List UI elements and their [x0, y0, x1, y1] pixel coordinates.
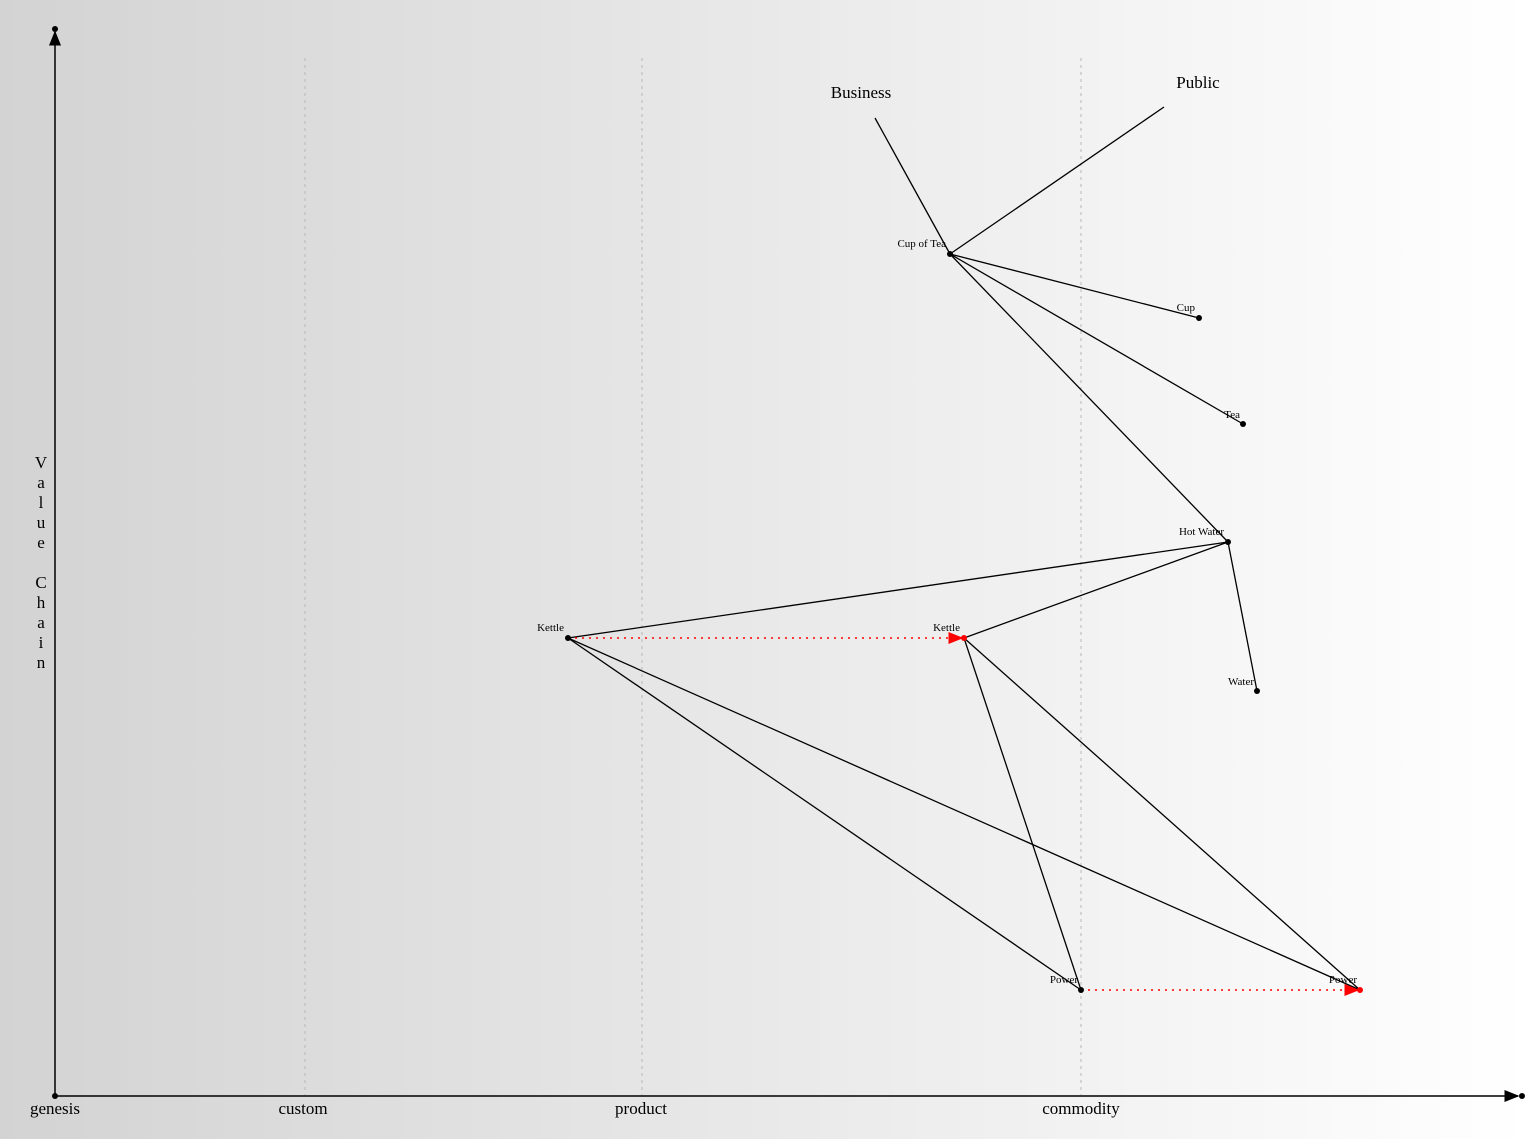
component-node-cup[interactable]	[1196, 315, 1202, 321]
value-chain-letter: e	[37, 533, 45, 552]
component-node-power-evolved[interactable]	[1357, 987, 1363, 993]
component-node-hot-water[interactable]	[1225, 539, 1231, 545]
link-kettle-evolved-power-evolved	[963, 637, 1361, 991]
link-hot-water-kettle-evolved	[963, 541, 1229, 639]
value-chain-letter: l	[39, 493, 44, 512]
link-cup-of-tea-hot-water	[949, 253, 1229, 543]
value-chain-letter: V	[35, 453, 48, 472]
component-label-power: Power	[1050, 974, 1078, 986]
stage-label-product: product	[615, 1099, 667, 1118]
value-chain-letter: n	[37, 653, 46, 672]
value-chain-letter: i	[39, 633, 44, 652]
link-public-cup-of-tea	[949, 106, 1165, 255]
axis-origin-dot	[52, 1093, 58, 1099]
component-label-hot-water: Hot Water	[1179, 526, 1224, 538]
value-chain-letter: a	[37, 473, 45, 492]
stage-label-commodity: commodity	[1042, 1099, 1120, 1118]
y-axis-end-dot	[52, 26, 58, 32]
value-chain-letter: u	[37, 513, 46, 532]
link-kettle-evolved-power	[963, 637, 1082, 991]
link-hot-water-kettle	[567, 541, 1229, 639]
link-cup-of-tea-tea	[949, 253, 1244, 425]
component-node-cup-of-tea[interactable]	[947, 251, 953, 257]
component-label-water: Water	[1228, 676, 1254, 688]
stage-dividers	[304, 58, 1082, 1095]
link-cup-of-tea-cup	[949, 253, 1200, 319]
dependency-links	[567, 106, 1361, 991]
link-kettle-power-evolved	[567, 637, 1361, 991]
component-node-tea[interactable]	[1240, 421, 1246, 427]
component-node-kettle[interactable]	[565, 635, 571, 641]
value-chain-letter: C	[35, 573, 46, 592]
link-hot-water-water	[1227, 541, 1258, 692]
anchor-business[interactable]: Business	[831, 83, 891, 102]
anchors: Business Public	[831, 73, 1220, 102]
component-label-tea: Tea	[1224, 409, 1240, 421]
component-label-kettle-evolved: Kettle	[933, 622, 960, 634]
stage-label-genesis: genesis	[30, 1099, 80, 1118]
anchor-public[interactable]: Public	[1176, 73, 1220, 92]
component-label-power-evolved: Power	[1329, 974, 1357, 986]
component-label-cup: Cup	[1177, 302, 1196, 314]
component-label-kettle: Kettle	[537, 622, 564, 634]
x-axis-end-dot	[1519, 1093, 1525, 1099]
component-node-kettle-evolved[interactable]	[961, 635, 967, 641]
components: Cup of Tea Cup Tea Hot Water Water Kettl…	[537, 238, 1363, 993]
value-chain-letter: h	[37, 593, 46, 612]
component-label-cup-of-tea: Cup of Tea	[897, 238, 946, 250]
stage-labels: genesis custom product commodity	[30, 1099, 1120, 1118]
value-chain-letter: a	[37, 613, 45, 632]
link-kettle-power	[567, 637, 1082, 991]
component-node-water[interactable]	[1254, 688, 1260, 694]
link-business-cup-of-tea	[874, 117, 951, 255]
evolution-arrows	[568, 632, 1360, 996]
stage-label-custom: custom	[278, 1099, 327, 1118]
axes	[49, 26, 1525, 1102]
component-node-power[interactable]	[1078, 987, 1084, 993]
